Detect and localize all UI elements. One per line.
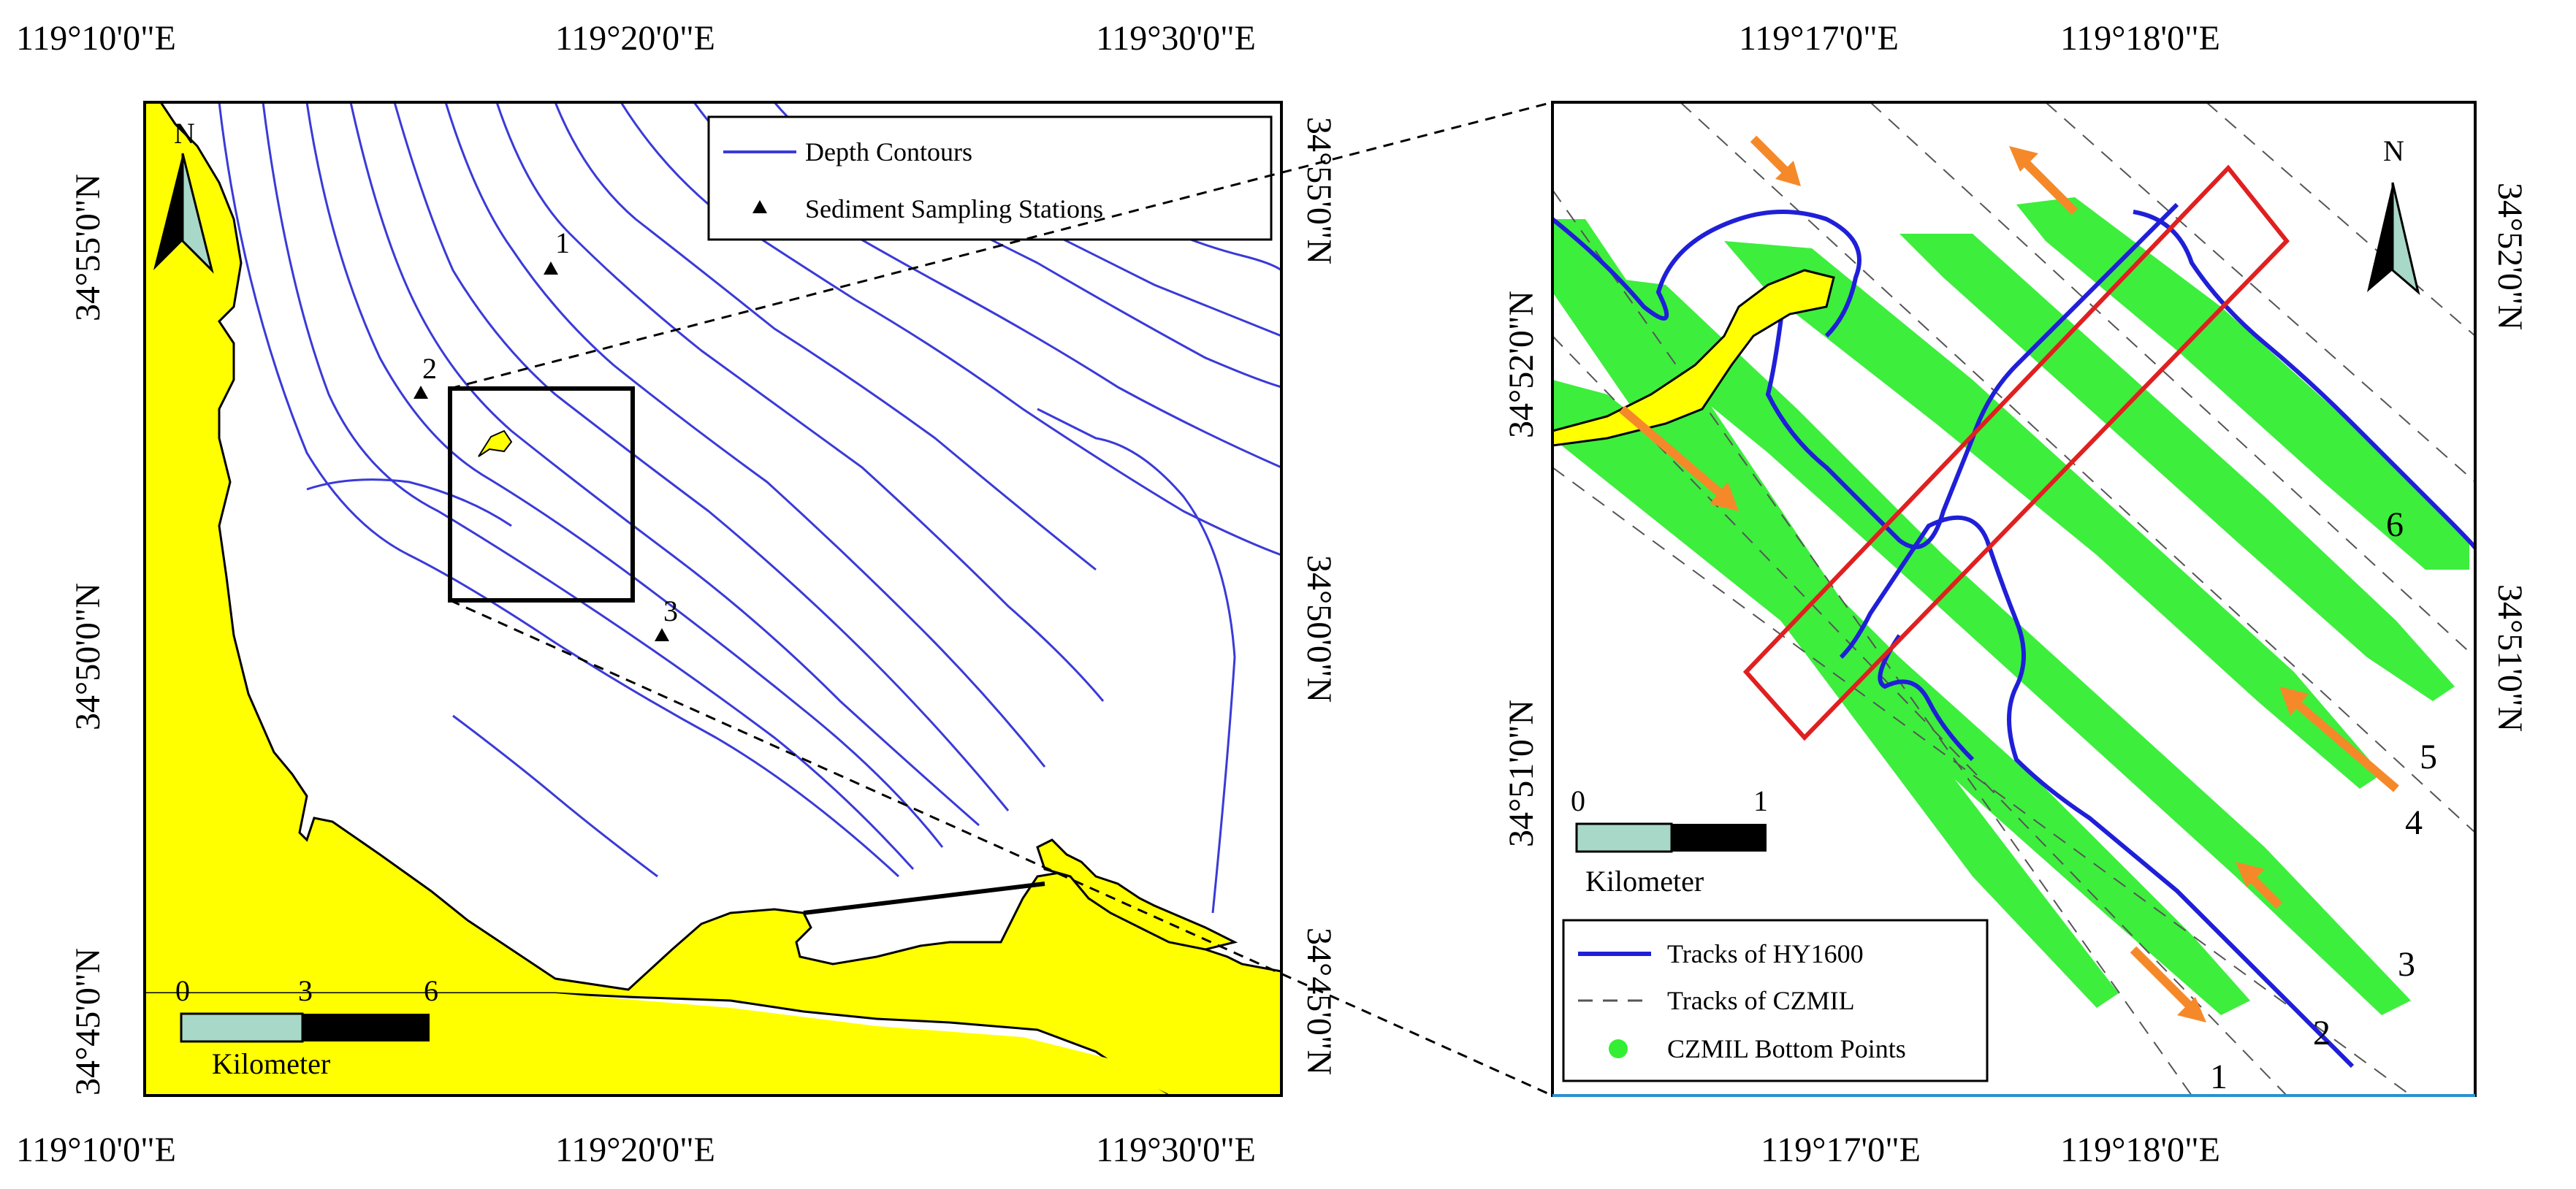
track-number-1: 1 bbox=[2210, 1058, 2228, 1096]
right-legend: Tracks of HY1600 Tracks of CZMIL CZMIL B… bbox=[1562, 919, 1989, 1082]
bottom-lon-2: 119°20'0"E bbox=[555, 1131, 715, 1169]
bottom-lon-1: 119°10'0"E bbox=[16, 1131, 176, 1169]
track-number-5: 5 bbox=[2420, 738, 2437, 776]
left-map: 1 2 3 N Depth Contours Sediment Sampling… bbox=[16, 19, 1338, 1169]
legend-sampling-stations: Sediment Sampling Stations bbox=[805, 194, 1103, 223]
right-bottom-lon-2: 119°18'0"E bbox=[2060, 1131, 2220, 1169]
right-right-lat-1: 34°52'0"N bbox=[2491, 183, 2529, 330]
station-2-marker bbox=[414, 386, 428, 399]
left-lat-3: 34°45'0"N bbox=[69, 948, 107, 1096]
left-lat-2: 34°50'0"N bbox=[69, 583, 107, 730]
inlet-land bbox=[1552, 269, 1835, 447]
right-top-lon-1: 119°17'0"E bbox=[1739, 19, 1899, 58]
top-lon-1: 119°10'0"E bbox=[16, 19, 176, 58]
north-arrow-left: N bbox=[153, 117, 214, 274]
right-map: 1 2 3 4 5 6 N 0 1 Kilometer Tracks of HY… bbox=[1502, 19, 2529, 1169]
right-lat-2: 34°50'0"N bbox=[1300, 555, 1338, 703]
hy1600-tracks bbox=[1552, 202, 2475, 1068]
sampling-stations bbox=[414, 261, 669, 641]
left-legend: Depth Contours Sediment Sampling Station… bbox=[707, 115, 1273, 241]
station-2-label: 2 bbox=[422, 352, 437, 385]
zoom-connectors bbox=[449, 101, 1553, 1097]
direction-arrows bbox=[1619, 135, 2399, 1022]
survey-box bbox=[1742, 164, 2290, 741]
right-left-lat-1: 34°52'0"N bbox=[1502, 291, 1541, 438]
scale-unit-left: Kilometer bbox=[212, 1047, 330, 1080]
right-lat-3: 34°45'0"N bbox=[1300, 928, 1338, 1075]
right-right-lat-2: 34°51'0"N bbox=[2491, 584, 2529, 732]
left-scale-bar: 0 3 6 Kilometer bbox=[175, 974, 438, 1080]
svg-text:0: 0 bbox=[1571, 784, 1585, 817]
track-number-3: 3 bbox=[2398, 945, 2415, 984]
svg-text:6: 6 bbox=[424, 974, 438, 1007]
depth-contours bbox=[218, 102, 1281, 914]
czmil-tracks bbox=[1552, 102, 2475, 1096]
top-lon-2: 119°20'0"E bbox=[555, 19, 715, 58]
svg-text:0: 0 bbox=[175, 974, 190, 1007]
right-bottom-lon-1: 119°17'0"E bbox=[1761, 1131, 1921, 1169]
north-label-left: N bbox=[174, 117, 195, 150]
station-3-label: 3 bbox=[663, 594, 678, 627]
station-3-marker bbox=[655, 628, 669, 641]
land-polygon bbox=[145, 102, 1281, 1096]
north-arrow-right: N bbox=[2367, 134, 2420, 296]
legend-czmil-tracks: Tracks of CZMIL bbox=[1667, 986, 1855, 1015]
station-1-marker bbox=[544, 261, 558, 275]
station-1-label: 1 bbox=[555, 226, 570, 259]
island bbox=[1036, 838, 1238, 951]
left-map-frame bbox=[143, 101, 1283, 1097]
track-number-2: 2 bbox=[2313, 1014, 2331, 1052]
legend-czmil-points: CZMIL Bottom Points bbox=[1667, 1034, 1906, 1063]
right-top-lon-2: 119°18'0"E bbox=[2060, 19, 2220, 58]
top-lon-3: 119°30'0"E bbox=[1096, 19, 1256, 58]
track-number-6: 6 bbox=[2386, 505, 2404, 544]
track-number-4: 4 bbox=[2405, 803, 2423, 842]
right-scale-bar: 0 1 Kilometer bbox=[1571, 784, 1768, 898]
left-lat-1: 34°55'0"N bbox=[69, 174, 107, 321]
svg-text:3: 3 bbox=[298, 974, 313, 1007]
study-area-land bbox=[478, 429, 513, 457]
right-left-lat-2: 34°51'0"N bbox=[1502, 700, 1541, 847]
right-lat-1: 34°55'0"N bbox=[1300, 117, 1338, 264]
bottom-lon-3: 119°30'0"E bbox=[1096, 1131, 1256, 1169]
legend-depth-contours: Depth Contours bbox=[805, 137, 972, 167]
north-label-right: N bbox=[2383, 134, 2404, 167]
legend-hy1600: Tracks of HY1600 bbox=[1667, 939, 1864, 968]
study-area-box bbox=[448, 386, 635, 603]
scale-unit-right: Kilometer bbox=[1585, 865, 1704, 898]
causeway bbox=[803, 882, 1045, 915]
svg-text:1: 1 bbox=[1753, 784, 1768, 817]
